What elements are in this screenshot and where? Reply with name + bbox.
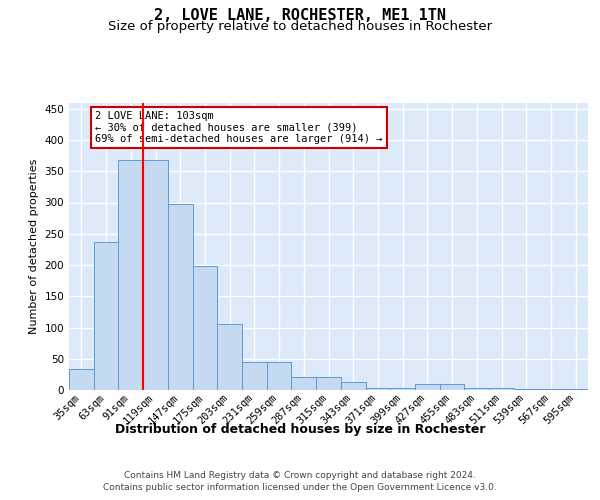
Bar (415, 384, 440, 390)
Bar (242, 362, 267, 390)
Y-axis label: Number of detached properties: Number of detached properties (29, 158, 39, 334)
Text: Distribution of detached houses by size in Rochester: Distribution of detached houses by size … (115, 422, 485, 436)
Bar (390, 388, 415, 390)
Bar (316, 377, 341, 390)
Bar (341, 382, 365, 390)
Bar (267, 362, 292, 390)
Text: Contains public sector information licensed under the Open Government Licence v3: Contains public sector information licen… (103, 482, 497, 492)
Text: Size of property relative to detached houses in Rochester: Size of property relative to detached ho… (108, 20, 492, 33)
Bar (514, 389, 539, 390)
Text: 2, LOVE LANE, ROCHESTER, ME1 1TN: 2, LOVE LANE, ROCHESTER, ME1 1TN (154, 8, 446, 22)
Bar (69, 370, 94, 390)
Bar (440, 384, 464, 390)
Bar (292, 377, 316, 390)
Text: 2 LOVE LANE: 103sqm
← 30% of detached houses are smaller (399)
69% of semi-detac: 2 LOVE LANE: 103sqm ← 30% of detached ho… (95, 111, 382, 144)
Bar (118, 160, 143, 390)
Bar (489, 388, 514, 390)
Bar (168, 204, 193, 390)
Bar (539, 389, 563, 390)
Bar (365, 388, 390, 390)
Text: Contains HM Land Registry data © Crown copyright and database right 2024.: Contains HM Land Registry data © Crown c… (124, 471, 476, 480)
Bar (217, 324, 242, 390)
Bar (464, 388, 489, 390)
Bar (143, 160, 168, 390)
Bar (94, 242, 118, 390)
Bar (563, 389, 588, 390)
Bar (193, 266, 217, 390)
